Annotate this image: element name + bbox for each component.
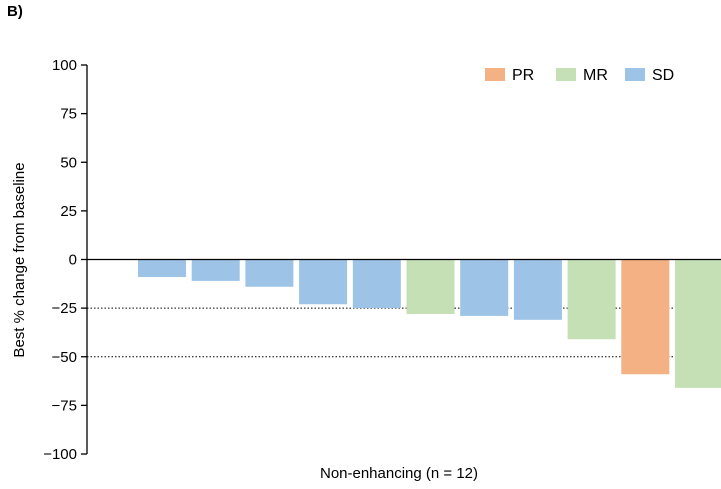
bar-pr bbox=[621, 259, 670, 375]
bar-mr bbox=[567, 259, 616, 340]
bar-sd bbox=[191, 259, 240, 281]
y-tick-label: −75 bbox=[52, 397, 77, 414]
x-axis-title: Non-enhancing (n = 12) bbox=[320, 465, 478, 482]
bar-mr bbox=[406, 259, 455, 314]
bar-sd bbox=[245, 259, 294, 287]
bar-sd bbox=[513, 259, 562, 320]
y-tick-label: 25 bbox=[60, 203, 77, 220]
panel-label: B) bbox=[7, 3, 23, 20]
legend-label-sd: SD bbox=[652, 67, 674, 84]
legend-swatch-sd bbox=[625, 68, 645, 81]
y-tick-label: 50 bbox=[60, 154, 77, 171]
y-tick-label: −50 bbox=[52, 349, 77, 366]
bar-mr bbox=[675, 259, 721, 388]
y-tick-label: 100 bbox=[52, 57, 77, 74]
y-axis-title: Best % change from baseline bbox=[11, 162, 28, 357]
bar-sd bbox=[138, 259, 186, 278]
y-tick-label: −25 bbox=[52, 300, 77, 317]
legend-swatch-mr bbox=[556, 68, 576, 81]
y-tick-label: −100 bbox=[43, 446, 77, 463]
bar-sd bbox=[460, 259, 509, 316]
legend-label-pr: PR bbox=[512, 67, 534, 84]
y-tick-label: 0 bbox=[69, 252, 77, 269]
bar-sd bbox=[352, 259, 401, 309]
bar-sd bbox=[299, 259, 348, 305]
legend-label-mr: MR bbox=[583, 67, 608, 84]
legend-swatch-pr bbox=[485, 68, 505, 81]
y-tick-label: 75 bbox=[60, 106, 77, 123]
